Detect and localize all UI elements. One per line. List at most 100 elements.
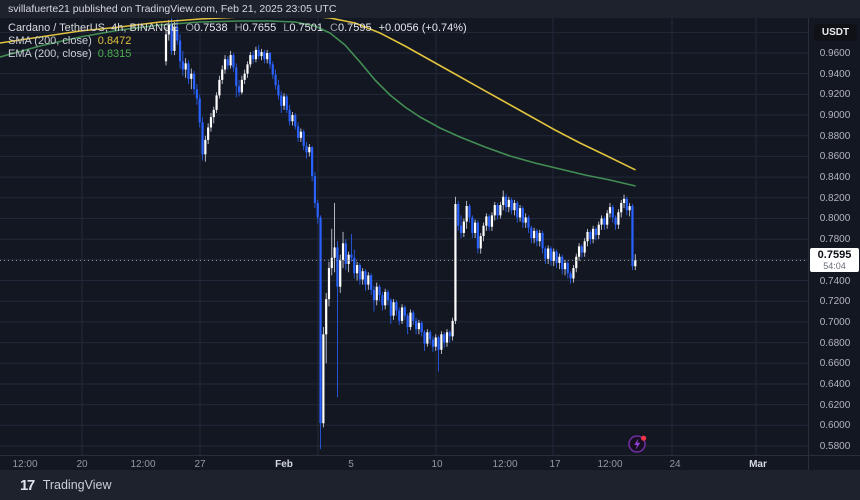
candle-up [240, 79, 243, 93]
candle-down [429, 332, 432, 340]
candle-down [305, 146, 308, 153]
price-axis-label: 0.9000 [819, 110, 851, 122]
candle-down [257, 49, 260, 57]
tradingview-logo-icon[interactable]: 17 [20, 476, 35, 494]
price-axis-label: 0.7200 [819, 296, 851, 308]
ohlc-values: O0.7538 H0.7655 L0.7501 C0.7595 [178, 22, 371, 34]
candle-down [530, 227, 533, 239]
price-axis-label: 0.9400 [819, 68, 851, 80]
indicator-row[interactable]: SMA (200, close) 0.8472 [8, 35, 467, 48]
candle-down [504, 196, 508, 208]
price-axis-label: 0.8000 [819, 213, 851, 225]
symbol-row[interactable]: Cardano / TetherUS, 4h, BINANCE O0.7538 H0… [8, 22, 467, 35]
candle-up [499, 205, 502, 216]
candle-down [313, 176, 317, 203]
candle-up [173, 27, 176, 51]
candle-up [218, 79, 221, 96]
candle-up [538, 232, 541, 242]
candle-down [631, 206, 634, 267]
last-price-label: 0.7595 54:04 [810, 248, 859, 273]
candle-down [541, 232, 544, 249]
price-axis-label: 0.8800 [819, 130, 851, 142]
candle-up [600, 218, 603, 225]
candle-up [260, 51, 263, 57]
candle-down [288, 109, 291, 122]
candle-up [563, 262, 567, 270]
candle-down [459, 225, 463, 233]
candle-up [493, 205, 496, 216]
candle-up [392, 302, 395, 316]
candle-up [164, 34, 168, 62]
candle-down [193, 73, 196, 90]
candle-up [417, 322, 420, 330]
candle-down [170, 24, 173, 51]
ma-line [0, 18, 636, 171]
candle-down [614, 217, 617, 225]
candle-up [322, 334, 325, 424]
candle-up [341, 243, 345, 260]
candle-up [355, 265, 359, 274]
time-axis-label: 5 [348, 459, 354, 470]
time-axis-label: 17 [549, 459, 561, 470]
candle-up [518, 208, 522, 218]
candle-up [229, 55, 232, 66]
candle-up [558, 256, 561, 263]
price-axis-label: 0.8200 [819, 192, 851, 204]
candle-down [280, 95, 283, 106]
candle-up [572, 268, 575, 279]
candle-up [445, 332, 449, 343]
time-axis-label: 12:00 [130, 459, 156, 470]
price-axis-label: 0.7400 [819, 275, 851, 287]
candle-down [431, 339, 435, 347]
candle-down [561, 256, 564, 270]
candle-down [372, 289, 376, 301]
candle-up [325, 299, 328, 335]
candle-down [535, 230, 539, 242]
indicator-value: 0.8315 [97, 48, 132, 60]
candle-up [583, 241, 586, 253]
tradingview-wordmark[interactable]: TradingView [42, 478, 112, 492]
footer-bar: 17 TradingView [0, 470, 860, 500]
lightning-bolt-icon [634, 438, 641, 450]
indicator-row[interactable]: EMA (200, close) 0.8315 [8, 48, 467, 61]
candle-up [482, 225, 485, 237]
price-axis-label: 0.9600 [819, 48, 851, 59]
price-axis-label: 0.8600 [819, 151, 851, 163]
candle-up [299, 131, 302, 138]
candle-down [594, 228, 598, 236]
currency-button[interactable]: USDT [814, 24, 857, 41]
candle-down [521, 208, 524, 223]
candle-down [527, 217, 530, 228]
indicator-legend: SMA (200, close) 0.8472 EMA (200, close) 0.… [8, 35, 467, 61]
candle-down [201, 122, 204, 155]
indicator-label: SMA (200, close) [8, 35, 92, 47]
candle-down [448, 332, 451, 337]
symbol-title: Cardano / TetherUS, 4h, BINANCE [8, 22, 179, 34]
price-axis[interactable]: USDT 0.9600 0.9400 0.9200 0.9000 0.8800 0.860… [808, 18, 860, 470]
candle-down [569, 273, 572, 279]
candle-up [502, 196, 505, 206]
time-axis[interactable]: 12:00 20 12:00 27 Feb 5 10 12:00 17 12:00 24 Mar [0, 455, 860, 470]
bar-change: +0.0056 (+0.74%) [378, 22, 467, 34]
candle-down [285, 96, 288, 110]
candle-up [465, 206, 468, 222]
ohlc-key: L [283, 22, 290, 34]
ohlc-item: 0.7655 [242, 22, 277, 34]
candle-up [266, 53, 269, 60]
candle-down [195, 89, 199, 99]
chart-canvas[interactable] [0, 18, 808, 455]
candle-down [589, 231, 592, 240]
candle-down [443, 334, 446, 343]
candle-down [457, 203, 460, 226]
market-status-icon[interactable] [627, 433, 649, 455]
candle-up [384, 291, 387, 306]
price-axis-label: 0.8400 [819, 172, 851, 184]
candle-down [277, 85, 280, 96]
candle-up [184, 63, 187, 70]
candle-down [381, 295, 384, 306]
candle-down [398, 310, 401, 321]
ma-line [0, 20, 636, 187]
price-axis-label: 0.9200 [819, 89, 851, 101]
price-axis-label: 0.6600 [819, 358, 851, 370]
candle-down [476, 222, 480, 249]
